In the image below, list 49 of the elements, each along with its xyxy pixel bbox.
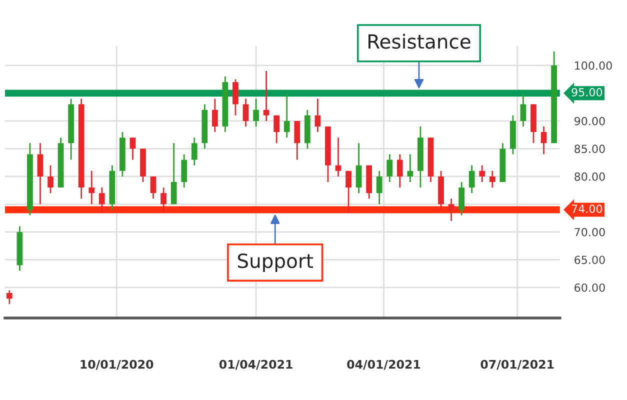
candlestick [458,181,464,216]
candlestick [540,126,547,155]
y-tick-label: 65.00 [574,256,605,264]
candlestick [130,136,136,160]
candlestick [468,164,475,194]
x-tick-label: 10/01/2020 [80,360,154,370]
y-tick-label: 100.00 [575,61,612,70]
candlestick [242,98,249,128]
y-tick-label: 90.00 [574,116,605,126]
y-tick-label: 70.00 [574,228,605,236]
y-tick-label: 80.00 [574,172,605,181]
x-tick-label: 07/01/2021 [480,360,554,370]
candlestick [150,176,156,200]
candlestick [314,98,321,133]
candlestick [88,170,95,205]
candlestick [274,114,280,144]
candlestick [294,120,300,160]
candlestick [396,154,403,188]
candlestick [346,170,352,214]
candlestick [386,154,393,183]
y-tick-label: 60.00 [574,283,605,292]
candlestick [181,154,188,188]
x-tick-label: 04/01/2021 [347,360,420,370]
candlestick [37,142,44,205]
candlestick [479,164,486,183]
candlestick [170,142,177,205]
candlestick [6,290,12,305]
candlestick [48,164,54,194]
candlestick [253,98,259,128]
candlestick [407,154,414,183]
candlestick [335,136,342,178]
candlestick [232,78,238,116]
candlestick [160,186,166,214]
y-tick-label: 85.00 [574,144,605,154]
candlestick [489,170,496,188]
candlestick [356,142,362,194]
candlestick [98,186,105,214]
annotation: Resistance [368,34,470,49]
annotation: Support [238,253,314,272]
candlestick [263,70,270,122]
candlestick [376,170,382,205]
candlestick [284,92,290,138]
candlestick [191,136,198,166]
ref-line-label: 95.00 [572,88,602,96]
candlestick [520,92,526,128]
x-tick-label: 01/04/2021 [219,360,292,370]
candlestick [212,98,218,133]
ref-line-label: 74.00 [572,204,602,213]
candlestick [448,198,454,222]
